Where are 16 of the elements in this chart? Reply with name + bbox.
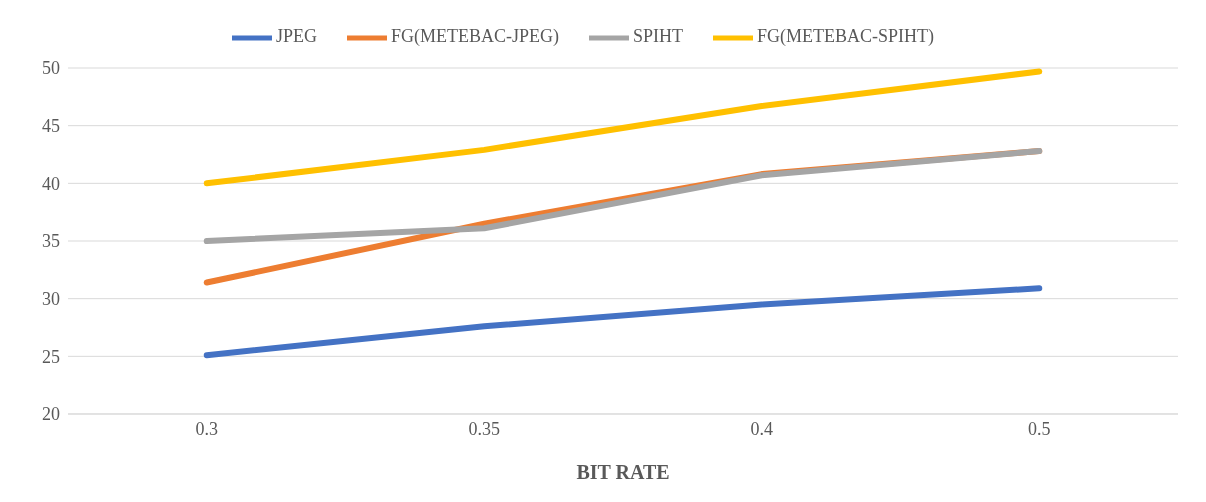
y-tick-label: 20 bbox=[42, 404, 60, 425]
x-tick-label: 0.5 bbox=[1028, 418, 1051, 439]
legend-label: FG(METEBAC-SPIHT) bbox=[757, 26, 935, 47]
y-tick-label: 45 bbox=[42, 116, 60, 137]
x-tick-label: 0.4 bbox=[750, 418, 773, 439]
y-tick-label: 40 bbox=[42, 173, 60, 194]
legend-label: JPEG bbox=[275, 26, 317, 47]
y-tick-label: 30 bbox=[42, 289, 60, 310]
x-axis-title: BIT RATE bbox=[576, 461, 670, 483]
y-tick-label: 35 bbox=[42, 231, 60, 252]
x-tick-label: 0.35 bbox=[468, 418, 500, 439]
legend-label: SPIHT bbox=[633, 26, 684, 47]
x-tick-label: 0.3 bbox=[195, 418, 218, 439]
y-tick-label: 25 bbox=[42, 346, 60, 367]
legend-label: FG(METEBAC-JPEG) bbox=[390, 26, 559, 47]
y-tick-label: 50 bbox=[42, 58, 60, 79]
